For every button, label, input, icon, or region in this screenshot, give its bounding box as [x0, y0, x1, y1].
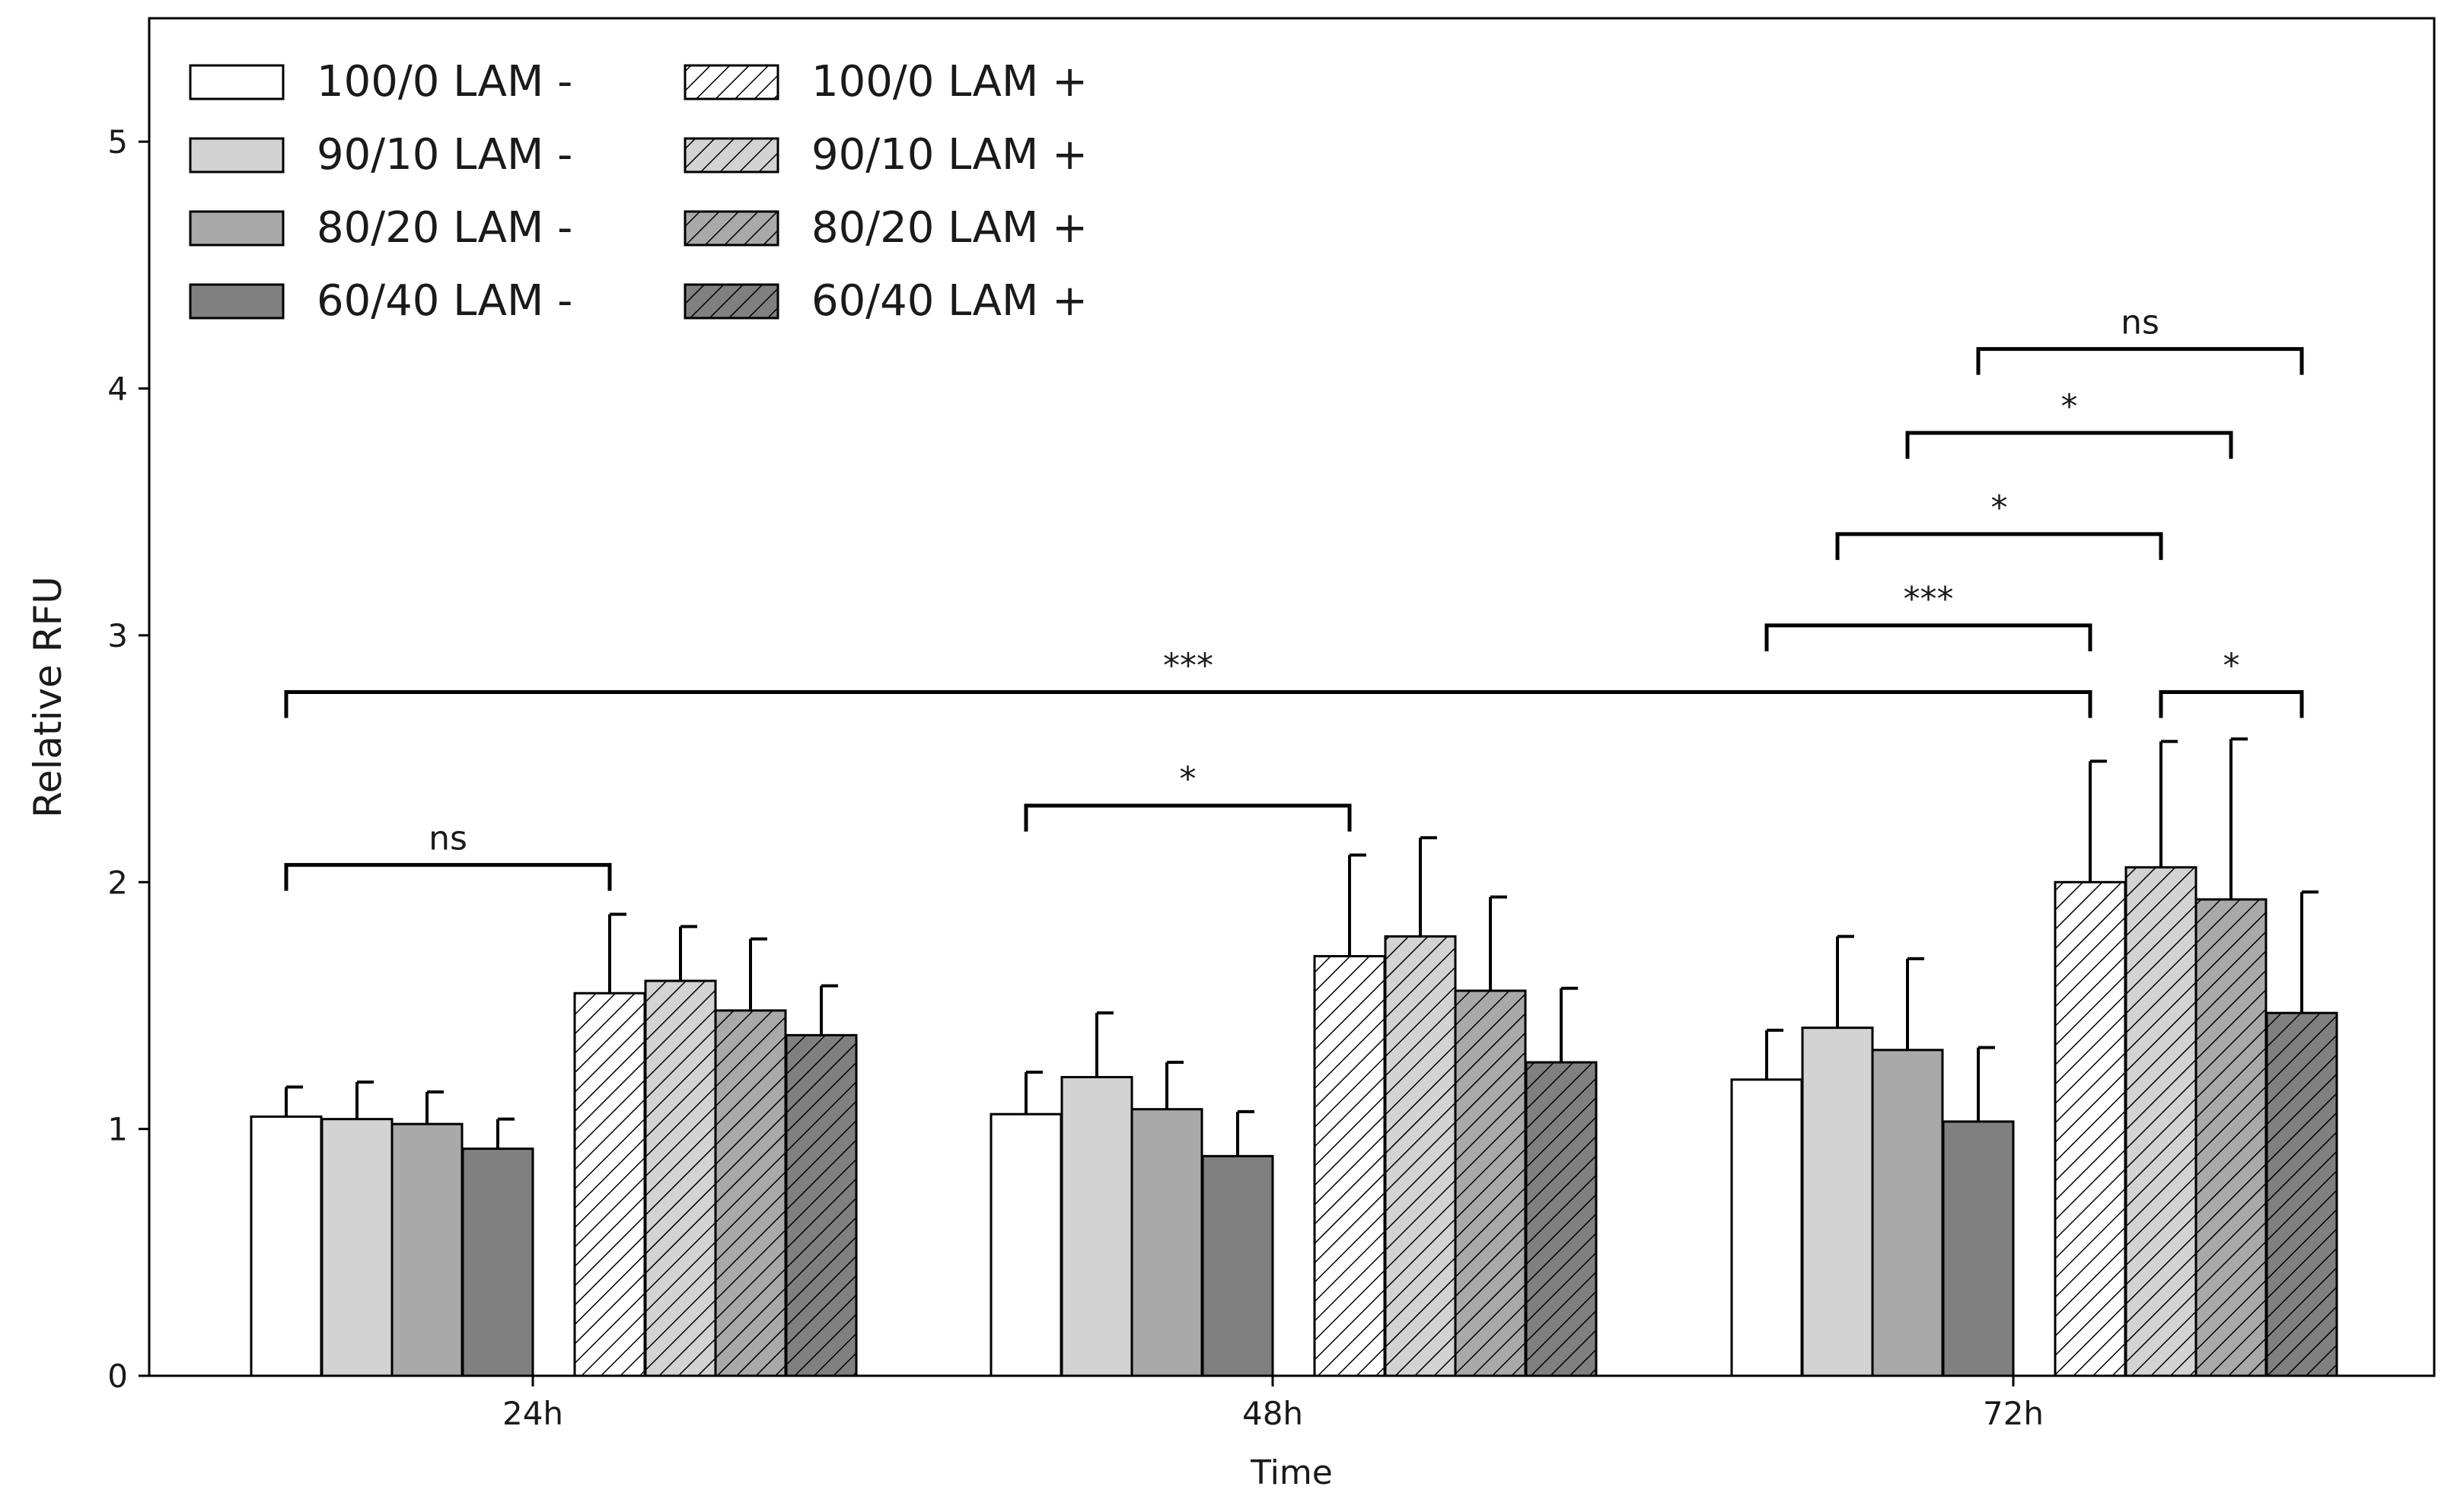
bar-hatch [575, 993, 645, 1376]
x-tick-label: 24h [502, 1395, 563, 1432]
significance-label: ns [429, 820, 467, 858]
legend-swatch-outline [189, 210, 285, 247]
y-tick-label: 1 [107, 1111, 128, 1148]
significance-bracket [2159, 690, 2304, 718]
y-tick-label: 0 [107, 1358, 128, 1395]
bar-hatch [786, 1035, 856, 1376]
legend-label: 100/0 LAM - [317, 57, 572, 107]
legend-swatch-hatch [685, 138, 778, 172]
legend-swatch-outline [684, 210, 779, 247]
bar-hatch [1385, 936, 1455, 1376]
legend-swatch-outline [189, 283, 285, 320]
legend: 100/0 LAM - 90/10 LAM - 80/20 LAM - 60/40 L… [189, 57, 1088, 326]
legend-swatch-hatch [685, 285, 778, 318]
legend-swatch-outline [189, 64, 285, 100]
bar-hatch [1526, 1062, 1596, 1376]
bar [251, 1116, 321, 1376]
significance-bracket [284, 863, 612, 891]
legend-label: 60/40 LAM + [811, 276, 1088, 326]
significance-label: ns [2121, 304, 2159, 342]
x-tick-label: 72h [1983, 1395, 2044, 1432]
bar-hatch [2126, 867, 2196, 1376]
significance-annotations: ns**********ns [284, 304, 2304, 891]
legend-swatch-outline [684, 283, 779, 320]
legend-label: 80/20 LAM - [317, 203, 572, 253]
significance-bracket [1835, 532, 2163, 560]
significance-label: * [1180, 760, 1197, 799]
bar [392, 1124, 462, 1376]
y-tick-label: 4 [107, 371, 128, 408]
legend-swatch-outline [684, 64, 779, 100]
significance-label: * [2223, 647, 2240, 686]
significance-label: *** [1904, 580, 1954, 619]
bar [463, 1148, 533, 1376]
bar [1872, 1049, 1942, 1376]
significance-bracket [1905, 431, 2233, 459]
bar [322, 1119, 392, 1376]
bar-hatch [715, 1010, 786, 1376]
bar-hatch [645, 981, 715, 1376]
y-tick-label: 3 [107, 617, 128, 654]
bar [1062, 1077, 1132, 1376]
significance-bracket [1024, 804, 1352, 832]
y-tick-label: 2 [107, 864, 128, 901]
bar [1732, 1079, 1802, 1376]
bar [1802, 1027, 1872, 1376]
bar [1943, 1121, 2013, 1376]
bar-hatch [1455, 990, 1525, 1376]
legend-swatch [190, 285, 283, 318]
legend-swatch-outline [684, 137, 779, 173]
legend-label: 90/10 LAM + [811, 130, 1088, 180]
significance-label: * [1991, 489, 2008, 527]
bar [1132, 1109, 1202, 1376]
legend-swatch [190, 65, 283, 99]
axes-frame [148, 17, 2436, 1377]
legend-swatch-outline [189, 137, 285, 173]
x-tick-label: 48h [1242, 1395, 1303, 1432]
y-tick-label: 5 [107, 123, 128, 161]
significance-bracket [284, 690, 2092, 718]
bar-hatch [1315, 956, 1385, 1376]
significance-bracket [1764, 623, 2092, 651]
bar-hatch [2196, 899, 2266, 1376]
bar [991, 1114, 1061, 1376]
significance-label: * [2061, 387, 2078, 426]
legend-label: 100/0 LAM + [811, 57, 1088, 107]
x-axis-label: Time [1250, 1453, 1333, 1492]
significance-bracket [1976, 347, 2304, 375]
significance-label: *** [1163, 647, 1213, 686]
legend-swatch [190, 212, 283, 245]
legend-label: 60/40 LAM - [317, 276, 572, 326]
bar [1203, 1156, 1273, 1376]
bar-hatch [2267, 1013, 2337, 1376]
legend-swatch [190, 138, 283, 172]
legend-swatch-hatch [685, 65, 778, 99]
legend-label: 80/20 LAM + [811, 203, 1088, 253]
y-axis-label: Relative RFU [26, 576, 70, 818]
legend-label: 90/10 LAM - [317, 130, 572, 180]
bar-hatch [2055, 882, 2125, 1376]
legend-swatch-hatch [685, 212, 778, 245]
